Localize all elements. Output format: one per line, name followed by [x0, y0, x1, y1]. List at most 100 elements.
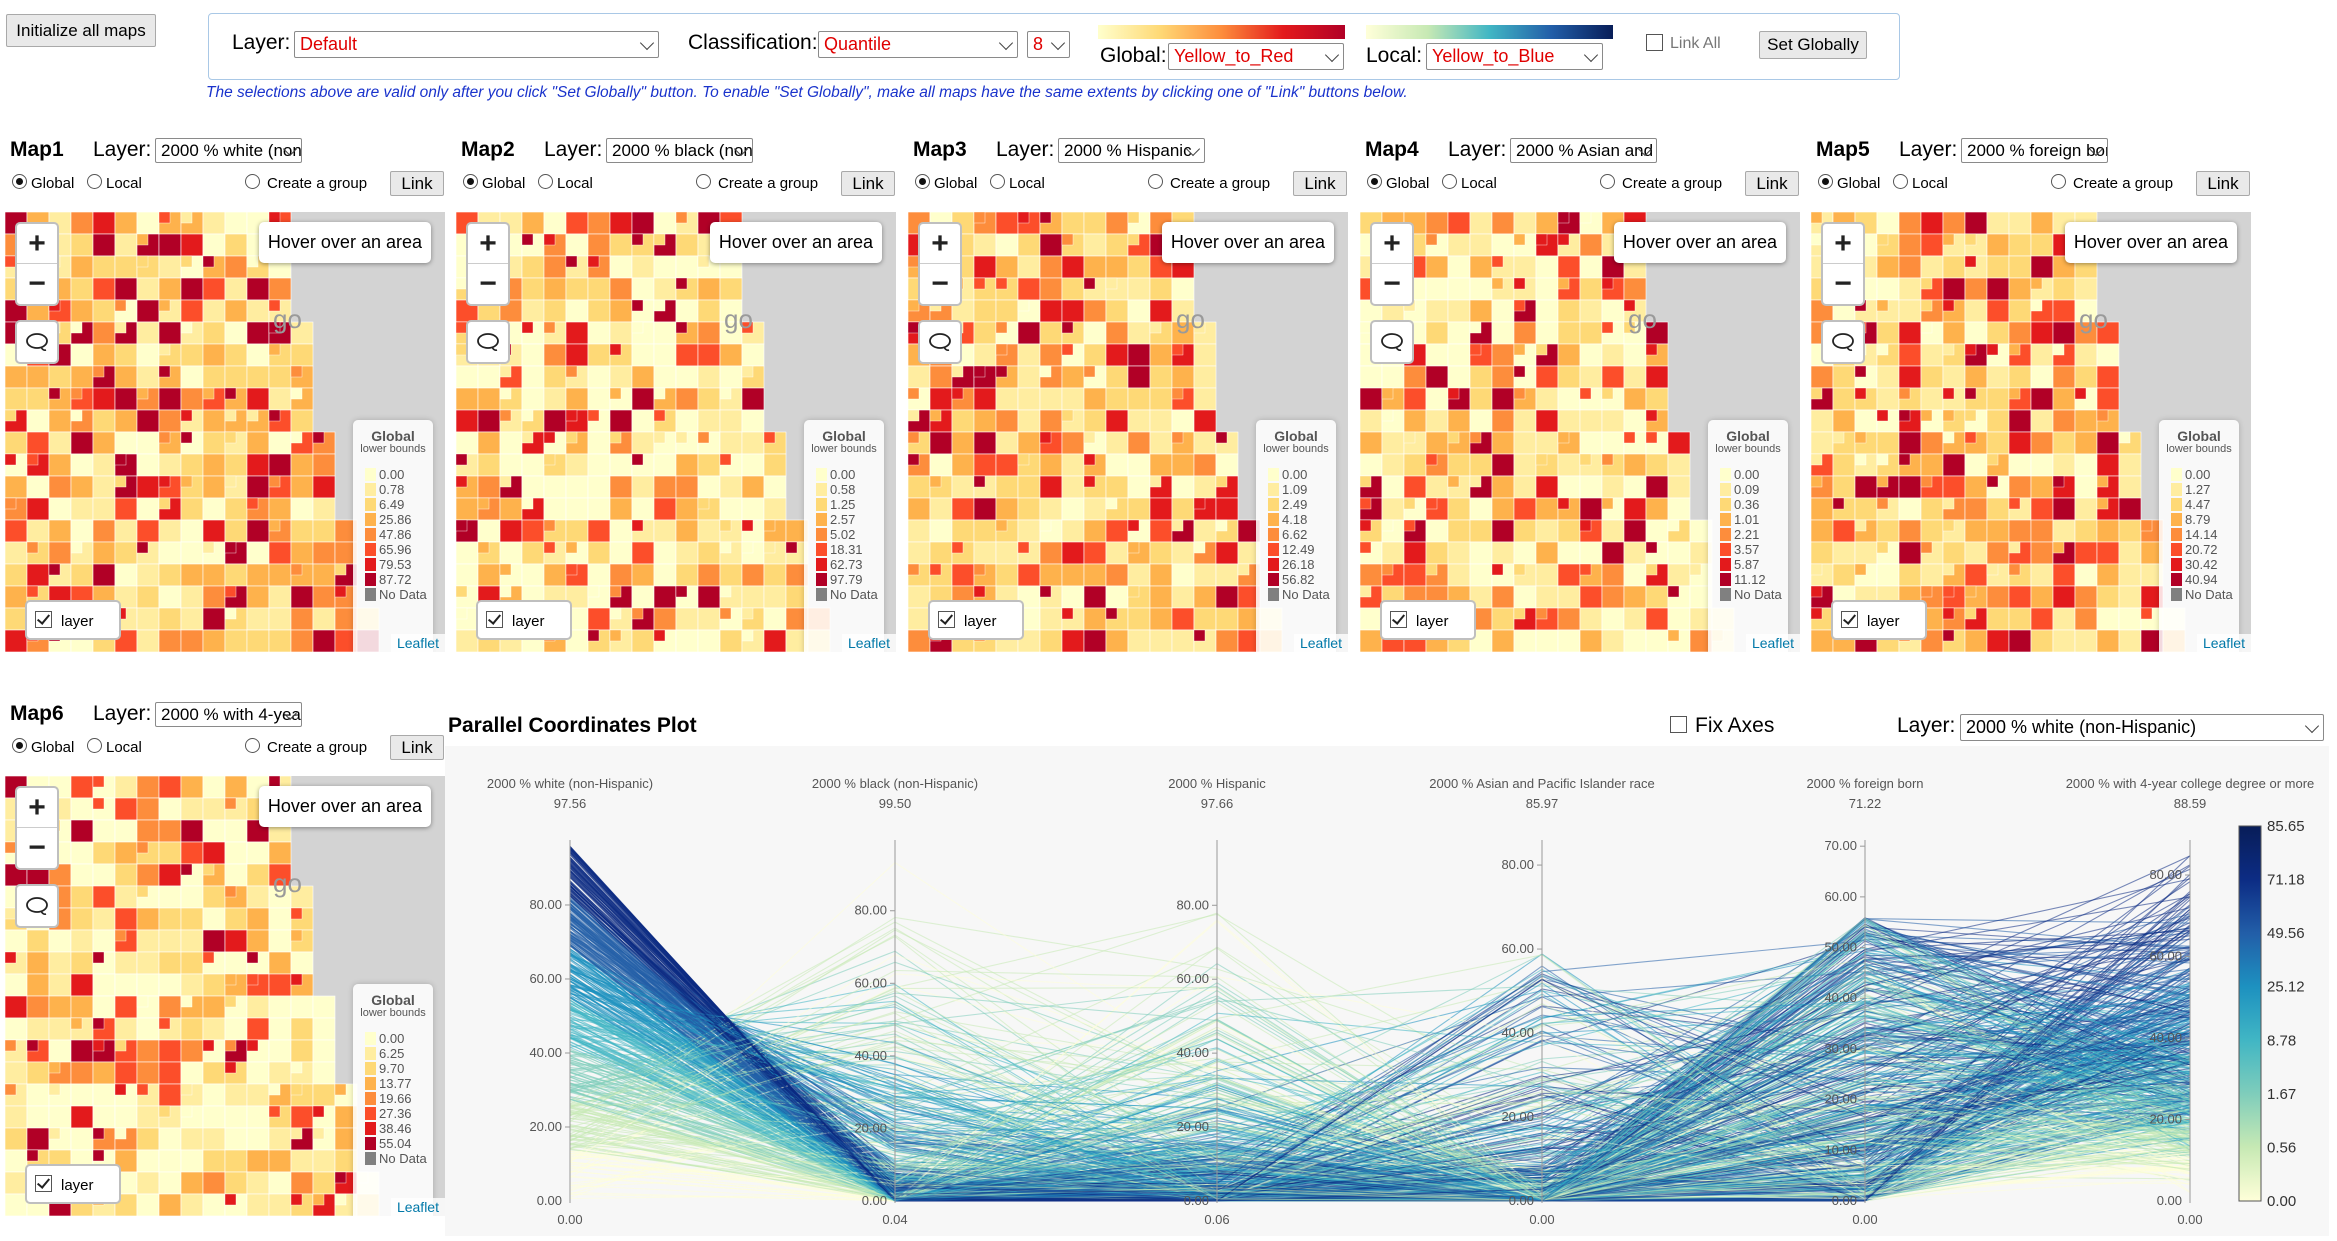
map6-local-label: Local [106, 739, 142, 756]
map6-layer-select[interactable]: 2000 % with 4-year college degree or mor… [155, 702, 302, 727]
layer-checkbox[interactable] [1841, 611, 1858, 628]
classification-select[interactable]: Quantile [818, 31, 1018, 58]
map3-link-button[interactable]: Link [1293, 171, 1347, 196]
map5-canvas[interactable]: go + − Hover over an area Global lower b… [1811, 212, 2251, 652]
lasso-icon[interactable] [918, 320, 962, 364]
map5-link-button[interactable]: Link [2196, 171, 2250, 196]
map6-canvas[interactable]: go + − Hover over an area Global lower b… [5, 776, 445, 1216]
map2-canvas[interactable]: go + − Hover over an area Global lower b… [456, 212, 896, 652]
zoom-out-button[interactable]: − [1383, 267, 1401, 300]
legend-subtitle: lower bounds [2166, 443, 2232, 455]
map3-create-group-radio[interactable] [1148, 174, 1163, 189]
map3-local-radio[interactable] [990, 174, 1005, 189]
leaflet-attribution[interactable]: Leaflet [1293, 634, 1348, 652]
pcp-layer-select[interactable]: 2000 % white (non-Hispanic) [1960, 714, 2324, 741]
map4-canvas[interactable]: go + − Hover over an area Global lower b… [1360, 212, 1800, 652]
zoom-out-button[interactable]: − [28, 831, 46, 864]
zoom-out-button[interactable]: − [931, 267, 949, 300]
map3-global-radio[interactable] [915, 174, 930, 189]
layer-toggle-control[interactable]: layer [928, 600, 1024, 640]
map5-global-radio[interactable] [1818, 174, 1833, 189]
map4-legend: Global lower bounds 0.00 0.09 0.36 1.01 2.21… [1708, 420, 1788, 652]
map3-title: Map3 [913, 138, 967, 161]
map2-link-button[interactable]: Link [841, 171, 895, 196]
lasso-icon[interactable] [15, 320, 59, 364]
map6-create-group-label: Create a group [267, 739, 368, 756]
map5-local-radio[interactable] [1893, 174, 1908, 189]
global-palette-select[interactable]: Yellow_to_Red [1168, 43, 1344, 70]
pcp-line [569, 948, 2191, 1199]
classes-select[interactable]: 8 [1027, 31, 1070, 58]
parallel-coordinates-plot[interactable]: 2000 % white (non-Hispanic) 97.56 0.00 80.0… [445, 746, 2329, 1236]
zoom-out-button[interactable]: − [479, 267, 497, 300]
zoom-in-button[interactable]: + [17, 224, 57, 264]
layer-toggle-control[interactable]: layer [25, 600, 121, 640]
set-globally-button[interactable]: Set Globally [1759, 31, 1867, 59]
map4-local-radio[interactable] [1442, 174, 1457, 189]
chevron-down-icon [2304, 718, 2320, 733]
map5-layer-select[interactable]: 2000 % foreign born [1961, 138, 2108, 163]
zoom-in-button[interactable]: + [1823, 224, 1863, 264]
map6-create-group-radio[interactable] [245, 738, 260, 753]
zoom-out-button[interactable]: − [28, 267, 46, 300]
zoom-in-button[interactable]: + [920, 224, 960, 264]
lasso-icon[interactable] [466, 320, 510, 364]
map1-global-radio[interactable] [12, 174, 27, 189]
zoom-out-button[interactable]: − [1834, 267, 1852, 300]
fix-axes-checkbox[interactable] [1670, 716, 1687, 733]
map4-create-group-radio[interactable] [1600, 174, 1615, 189]
map4-link-button[interactable]: Link [1745, 171, 1799, 196]
pcp-tick-label: 20.00 [1501, 1109, 1534, 1124]
lasso-icon[interactable] [1370, 320, 1414, 364]
legend-title: Global [371, 428, 415, 444]
map1-local-radio[interactable] [87, 174, 102, 189]
map6-link-button[interactable]: Link [390, 735, 444, 760]
zoom-in-button[interactable]: + [17, 788, 57, 828]
leaflet-attribution[interactable]: Leaflet [2196, 634, 2251, 652]
pcp-line [569, 1009, 2191, 1198]
layer-toggle-control[interactable]: layer [25, 1164, 121, 1204]
lasso-icon[interactable] [15, 884, 59, 928]
legend-title: Global [2177, 428, 2221, 444]
map6-global-radio[interactable] [12, 738, 27, 753]
map6-local-radio[interactable] [87, 738, 102, 753]
layer-toggle-label: layer [1867, 613, 1900, 630]
settings-layer-select[interactable]: Default [294, 31, 659, 58]
leaflet-attribution[interactable]: Leaflet [390, 1198, 445, 1216]
link-all-checkbox[interactable] [1646, 34, 1663, 51]
map2-layer-select[interactable]: 2000 % black (non-Hispanic) [606, 138, 753, 163]
zoom-in-button[interactable]: + [468, 224, 508, 264]
layer-toggle-control[interactable]: layer [476, 600, 572, 640]
map1-layer-select[interactable]: 2000 % white (non-Hispanic) [155, 138, 302, 163]
leaflet-attribution[interactable]: Leaflet [390, 634, 445, 652]
layer-toggle-control[interactable]: layer [1831, 600, 1927, 640]
hover-info-box: Hover over an area [709, 222, 882, 263]
layer-checkbox[interactable] [35, 1175, 52, 1192]
legend-item: 2.49 [1256, 497, 1336, 512]
map4-layer-select[interactable]: 2000 % Asian and Pacific Islander race [1510, 138, 1657, 163]
layer-checkbox[interactable] [486, 611, 503, 628]
map5-create-group-radio[interactable] [2051, 174, 2066, 189]
map4-global-radio[interactable] [1367, 174, 1382, 189]
map1-canvas[interactable]: go + − Hover over an area Global lower b… [5, 212, 445, 652]
layer-checkbox[interactable] [938, 611, 955, 628]
layer-checkbox[interactable] [1390, 611, 1407, 628]
map3-layer-select[interactable]: 2000 % Hispanic [1058, 138, 1205, 163]
initialize-all-maps-button[interactable]: Initialize all maps [6, 14, 156, 47]
leaflet-attribution[interactable]: Leaflet [1745, 634, 1800, 652]
leaflet-attribution[interactable]: Leaflet [841, 634, 896, 652]
map1-link-button[interactable]: Link [390, 171, 444, 196]
pcp-canvas: 2000 % white (non-Hispanic) 97.56 0.00 80.0… [487, 776, 2314, 1227]
map2-local-radio[interactable] [538, 174, 553, 189]
zoom-in-button[interactable]: + [1372, 224, 1412, 264]
map1-create-group-radio[interactable] [245, 174, 260, 189]
layer-checkbox[interactable] [35, 611, 52, 628]
lasso-icon[interactable] [1821, 320, 1865, 364]
local-palette-select[interactable]: Yellow_to_Blue [1426, 43, 1603, 70]
map2-layer-label: Layer: [544, 138, 603, 161]
legend-item: 2.57 [804, 512, 884, 527]
layer-toggle-control[interactable]: layer [1380, 600, 1476, 640]
map2-global-radio[interactable] [463, 174, 478, 189]
map3-canvas[interactable]: go + − Hover over an area Global lower b… [908, 212, 1348, 652]
map2-create-group-radio[interactable] [696, 174, 711, 189]
